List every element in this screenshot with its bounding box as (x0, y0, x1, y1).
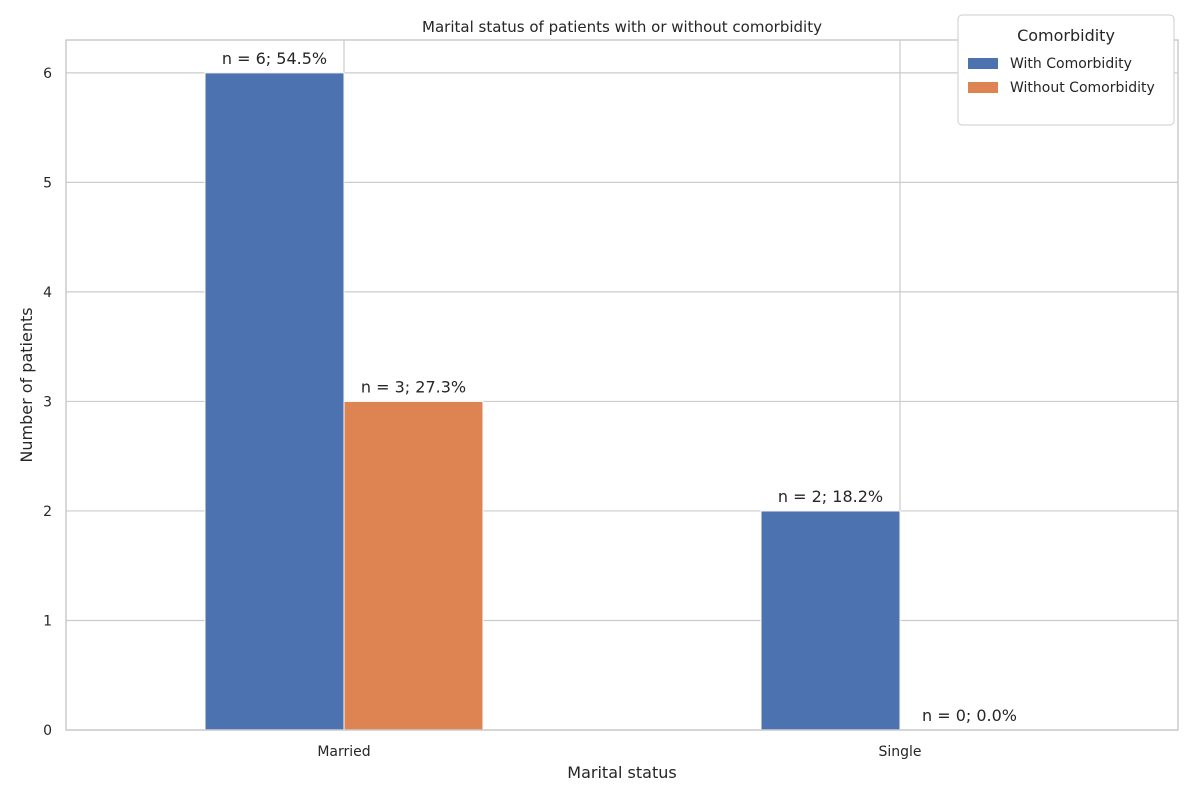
y-tick-label: 1 (43, 613, 52, 629)
legend-swatch (968, 58, 998, 69)
legend-entry-label: Without Comorbidity (1010, 80, 1155, 96)
bar (204, 72, 345, 731)
y-tick-label: 3 (43, 394, 52, 410)
bars (204, 72, 901, 731)
data-label: n = 6; 54.5% (222, 49, 327, 68)
legend: Comorbidity With Comorbidity Without Como… (957, 14, 1175, 126)
plot-frame (65, 39, 1179, 731)
y-tick-label: 6 (43, 66, 52, 82)
axes: 0 1 2 3 4 5 6 Married Single (43, 39, 1179, 760)
data-label: n = 3; 27.3% (361, 377, 466, 396)
bar (760, 510, 901, 731)
legend-swatch (968, 82, 998, 93)
x-tick-label: Single (878, 744, 921, 760)
legend-box (957, 14, 1175, 126)
y-tick-label: 2 (43, 504, 52, 520)
data-label: n = 2; 18.2% (778, 487, 883, 506)
x-tick-label: Married (317, 744, 370, 760)
x-axis-label: Marital status (567, 763, 676, 782)
y-tick-label: 4 (43, 285, 52, 301)
y-tick-label: 0 (43, 723, 52, 739)
legend-entry-label: With Comorbidity (1010, 56, 1132, 72)
legend-items: With Comorbidity Without Comorbidity (968, 56, 1155, 96)
bar (343, 400, 484, 731)
chart-title: Marital status of patients with or witho… (422, 18, 822, 36)
legend-title: Comorbidity (1017, 26, 1115, 45)
y-tick-label: 5 (43, 175, 52, 191)
data-labels: n = 6; 54.5% n = 2; 18.2% n = 3; 27.3% n = … (222, 49, 1017, 725)
data-label: n = 0; 0.0% (922, 706, 1017, 725)
y-axis-label: Number of patients (17, 307, 36, 462)
